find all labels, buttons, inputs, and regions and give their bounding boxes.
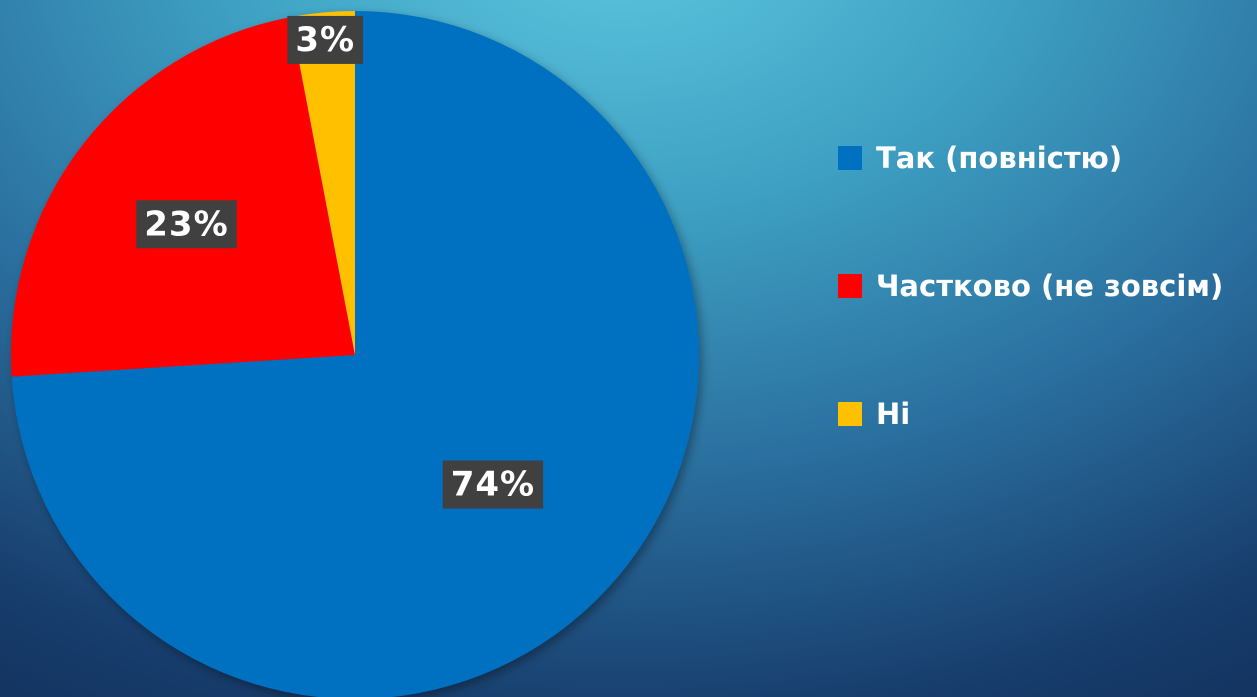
legend-swatch-partial [838,274,862,298]
data-label-yes: 74% [442,460,544,509]
legend-swatch-yes [838,146,862,170]
legend-label-no: Ні [876,397,911,431]
data-label-box-partial [136,200,237,249]
legend-item-yes: Так (повністю) [838,138,1257,178]
pie-slice-partial [10,17,355,377]
legend: Так (повністю) Частково (не зовсім) Ні [838,138,1257,522]
data-label-text-yes: 74% [451,465,535,505]
legend-item-no: Ні [838,394,1257,434]
pie-slices [10,11,699,697]
legend-label-partial: Частково (не зовсім) [876,269,1224,303]
data-label-partial: 23% [136,200,237,249]
data-label-no: 3% [287,15,364,64]
legend-item-partial: Частково (не зовсім) [838,266,1257,306]
legend-label-yes: Так (повністю) [876,141,1123,175]
data-label-box-yes [442,460,544,509]
data-label-text-partial: 23% [144,204,228,244]
pie-data-labels: 74% 23% 3% [136,15,544,509]
pie-slice-yes [11,11,699,697]
data-label-text-no: 3% [295,20,355,60]
legend-swatch-no [838,402,862,426]
pie-slice-no [290,11,355,355]
data-label-box-no [287,15,364,64]
